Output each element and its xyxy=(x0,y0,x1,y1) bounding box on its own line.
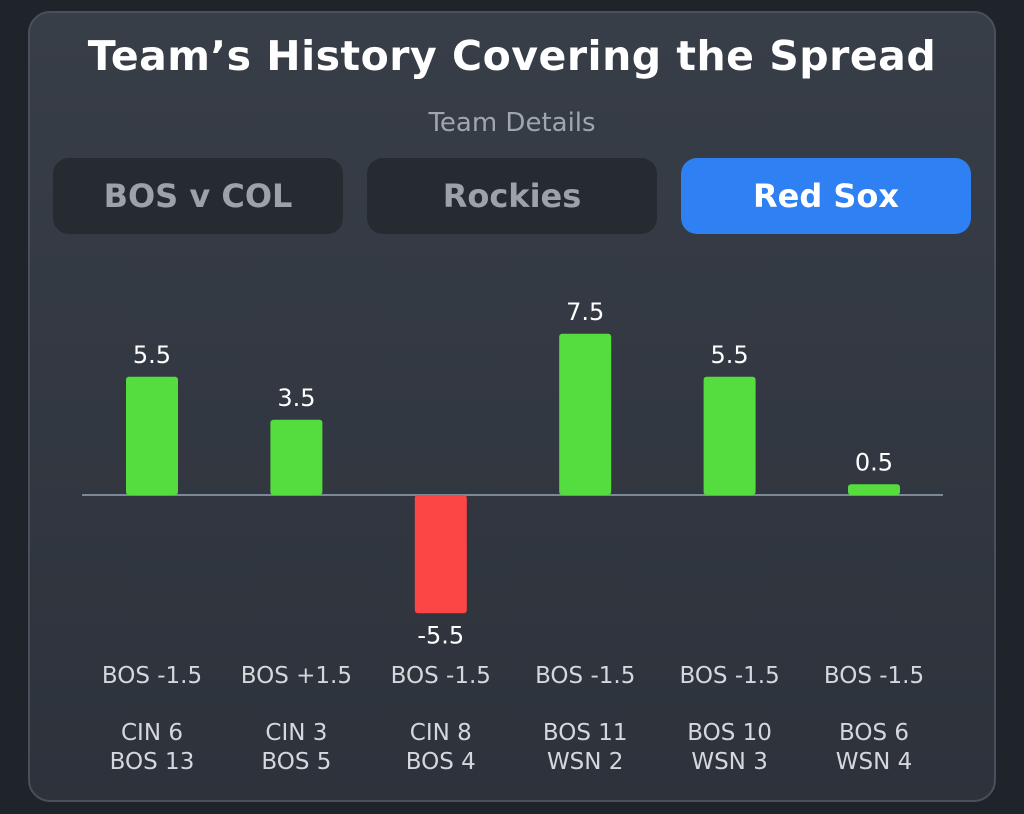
bar xyxy=(848,484,900,495)
category-label: BOS -1.5 xyxy=(824,663,924,689)
bar-value-label: 0.5 xyxy=(855,448,893,476)
category-label: BOS +1.5 xyxy=(241,663,352,689)
tab-matchup[interactable]: BOS v COL xyxy=(53,158,343,234)
score-label: CIN 6 xyxy=(121,720,183,746)
score-label: BOS 10 xyxy=(687,720,772,746)
page-subtitle: Team Details xyxy=(428,108,596,138)
bar-value-label: 5.5 xyxy=(711,341,749,369)
score-label: CIN 3 xyxy=(265,720,327,746)
category-label: BOS -1.5 xyxy=(102,663,202,689)
bar xyxy=(559,333,612,495)
bar xyxy=(414,495,467,614)
score-label: BOS 4 xyxy=(406,749,476,775)
chart-card xyxy=(28,11,996,802)
score-label: WSN 3 xyxy=(691,749,768,775)
bar xyxy=(270,419,323,495)
score-label: BOS 6 xyxy=(839,720,909,746)
tab-rockies[interactable]: Rockies xyxy=(367,158,657,234)
score-label: BOS 11 xyxy=(543,720,628,746)
bar-value-label: -5.5 xyxy=(417,621,464,649)
score-label: WSN 2 xyxy=(547,749,624,775)
score-label: BOS 5 xyxy=(261,749,331,775)
bar-value-label: 3.5 xyxy=(277,384,315,412)
bar-value-label: 5.5 xyxy=(133,341,171,369)
bar xyxy=(126,376,178,495)
bar xyxy=(703,376,756,495)
score-label: CIN 8 xyxy=(410,720,472,746)
category-label: BOS -1.5 xyxy=(679,663,779,689)
score-label: WSN 4 xyxy=(836,749,913,775)
score-label: BOS 13 xyxy=(110,749,195,775)
page-title: Team’s History Covering the Spread xyxy=(87,32,937,80)
tab-red-sox[interactable]: Red Sox xyxy=(681,158,971,234)
category-label: BOS -1.5 xyxy=(535,663,635,689)
category-label: BOS -1.5 xyxy=(391,663,491,689)
bar-value-label: 7.5 xyxy=(566,298,604,326)
